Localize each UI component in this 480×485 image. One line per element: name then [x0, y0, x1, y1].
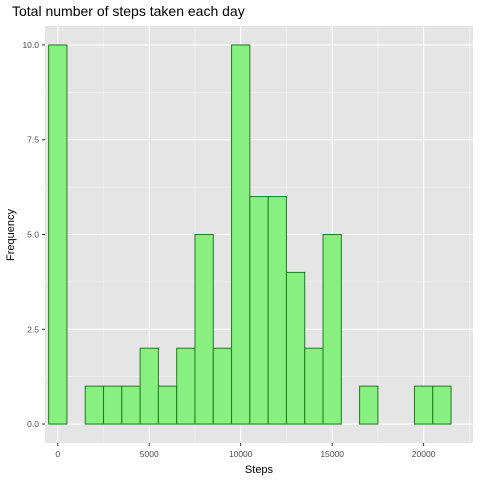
y-tick-label: 7.5: [27, 135, 39, 145]
histogram-bar: [121, 385, 141, 425]
x-axis-title: Steps: [245, 464, 274, 476]
x-tick-label: 0: [55, 449, 60, 459]
histogram-bar: [304, 347, 324, 425]
histogram-bar: [359, 385, 379, 425]
bars-layer: [48, 44, 452, 425]
histogram-bar: [231, 44, 251, 425]
histogram-bar: [212, 347, 233, 425]
axes-layer: 0 5000 10000 15000 20000 0.0 2.5 5.0 7.5 10.0: [22, 40, 435, 459]
histogram-bar: [249, 196, 269, 425]
y-tick-label: 2.5: [27, 324, 39, 334]
histogram-bar: [432, 385, 452, 425]
chart-title: Total number of steps taken each day: [12, 3, 245, 19]
histogram-bar: [322, 234, 342, 425]
histogram-bar: [413, 385, 434, 425]
y-tick-label: 5.0: [27, 230, 39, 240]
histogram-bar: [267, 196, 287, 425]
y-tick-label: 10.0: [22, 40, 39, 50]
x-tick-label: 5000: [140, 449, 159, 459]
histogram-bar: [103, 385, 123, 425]
x-tick-label: 15000: [320, 449, 344, 459]
histogram-bar: [176, 347, 196, 425]
histogram-bar: [194, 234, 214, 425]
x-tick-label: 20000: [412, 449, 436, 459]
x-tick-label: 10000: [229, 449, 253, 459]
y-tick-label: 0.0: [27, 419, 39, 429]
y-axis-title: Frequency: [5, 209, 17, 261]
histogram-bar: [139, 347, 159, 425]
histogram-bar: [285, 271, 306, 425]
histogram-bar: [84, 385, 105, 425]
histogram-bar: [48, 44, 68, 425]
histogram-bar: [157, 385, 178, 425]
